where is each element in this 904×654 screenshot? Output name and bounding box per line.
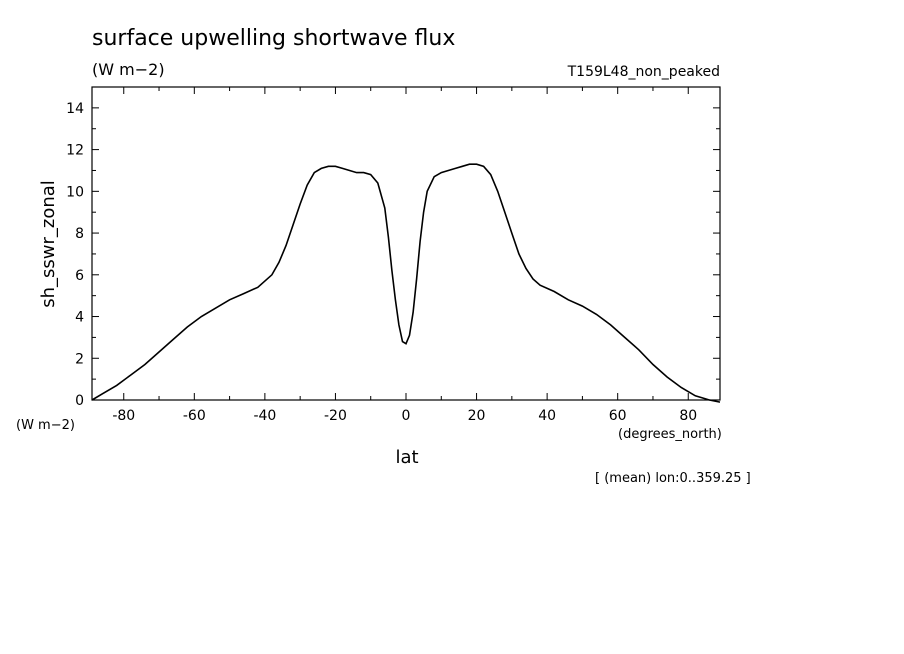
plot-frame <box>91 86 721 401</box>
y-tick-labels: 0 2 4 6 8 10 12 14 <box>66 101 84 409</box>
y-tick-label: 6 <box>75 268 84 284</box>
y-axis-units: (W m−2) <box>16 418 75 433</box>
x-axis-units: (degrees_north) <box>618 427 722 442</box>
x-tick-label: 20 <box>468 408 486 424</box>
y-tick-label: 8 <box>75 226 84 242</box>
x-tick-label: 80 <box>679 408 697 424</box>
y-tick-label: 14 <box>66 101 84 117</box>
chart-units: (W m−2) <box>92 60 165 79</box>
x-tick-label: -40 <box>253 408 276 424</box>
x-tick-label: 40 <box>538 408 556 424</box>
x-axis-label: lat <box>395 447 418 468</box>
x-tick-label: 60 <box>609 408 627 424</box>
chart-title: surface upwelling shortwave flux <box>92 26 455 51</box>
footnote: [ (mean) lon:0..359.25 ] <box>595 471 751 486</box>
y-tick-label: 10 <box>66 184 84 200</box>
x-tick-label: -60 <box>183 408 206 424</box>
x-tick-label: -80 <box>112 408 135 424</box>
axis-ticks <box>92 86 720 401</box>
x-tick-label: -20 <box>324 408 347 424</box>
series-line <box>91 163 721 403</box>
x-tick-label: 0 <box>402 408 411 424</box>
y-tick-label: 4 <box>75 310 84 326</box>
y-tick-label: 2 <box>75 351 84 367</box>
y-tick-label: 0 <box>75 393 84 409</box>
y-axis-label: sh_sswr_zonal <box>38 180 59 308</box>
run-label: T159L48_non_peaked <box>567 64 720 80</box>
y-tick-label: 12 <box>66 143 84 159</box>
x-tick-labels: -80 -60 -40 -20 0 20 40 60 80 <box>112 408 697 424</box>
